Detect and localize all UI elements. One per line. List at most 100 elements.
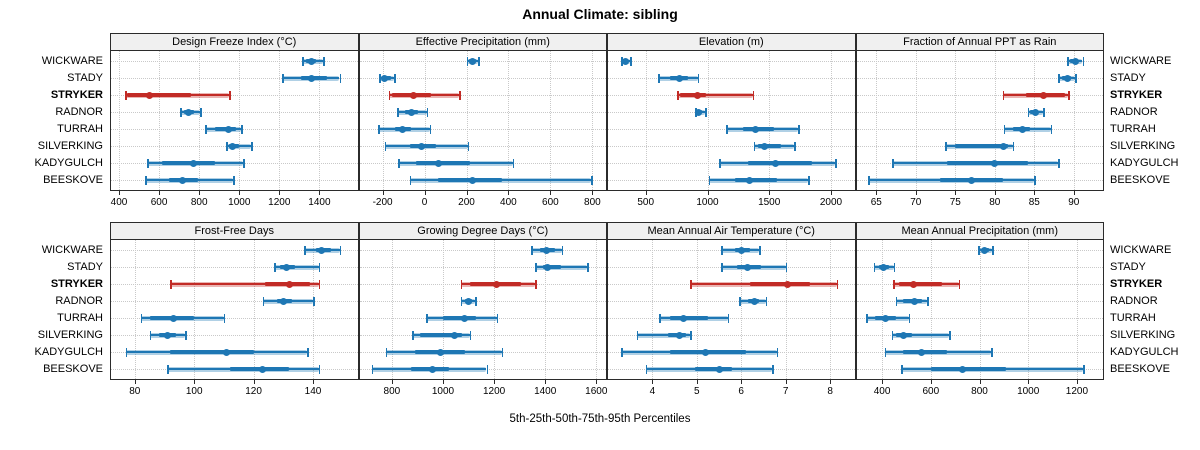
whisker-cap: [467, 141, 470, 151]
median-dot: [991, 159, 999, 167]
panel-strip: Frost-Free Days: [110, 222, 359, 240]
median-dot: [675, 331, 683, 339]
gridline-horizontal: [608, 335, 855, 336]
whisker-cap: [690, 279, 692, 289]
axis-tick: [550, 191, 552, 195]
whisker-cap: [426, 313, 428, 323]
panel: Growing Degree Days (°C) 800 1000 1200 1400 1…: [358, 222, 607, 407]
whisker-cap: [185, 330, 187, 340]
whisker-cap: [469, 330, 472, 340]
whisker-cap: [561, 245, 564, 255]
site-label: KADYGULCH: [34, 157, 103, 169]
gridline-horizontal: [856, 78, 1103, 79]
panel-plot: [358, 239, 607, 380]
axis-tick-label: 800: [190, 197, 208, 208]
whisker-cap: [147, 158, 149, 168]
median-dot: [285, 280, 293, 288]
whisker-cap: [836, 279, 839, 289]
gridline-horizontal: [359, 301, 606, 302]
gridline-vertical: [707, 51, 709, 190]
median-dot: [493, 280, 501, 288]
axis-tick-label: 800: [971, 386, 988, 397]
axis-tick: [596, 380, 598, 384]
whisker-cap: [759, 245, 761, 255]
whisker-cap: [1067, 56, 1069, 66]
axis-tick: [994, 191, 996, 195]
gridline-horizontal: [608, 146, 855, 147]
whisker-cap: [426, 107, 429, 117]
whisker-cap: [223, 313, 226, 323]
whisker-line: [170, 283, 319, 285]
site-label: TURRAH: [57, 312, 103, 324]
whisker-cap: [621, 347, 623, 357]
gridline-horizontal: [856, 318, 1103, 319]
whisker-line: [891, 334, 949, 336]
whisker-cap: [591, 175, 593, 185]
whisker-cap: [645, 364, 648, 374]
gridline-vertical: [831, 51, 832, 190]
axis-tick: [592, 191, 594, 195]
gridline-horizontal: [856, 112, 1103, 113]
axis-tick: [785, 380, 787, 384]
panel-strip: Design Freeze Index (°C): [110, 33, 359, 51]
iqr-segment-25-75: [542, 265, 561, 269]
gridline-horizontal: [856, 284, 1103, 285]
whisker-cap: [1043, 107, 1045, 117]
axis-tick: [882, 380, 884, 384]
whisker-cap: [318, 364, 321, 374]
median-dot: [715, 365, 723, 373]
median-dot: [1039, 91, 1047, 99]
median-dot: [163, 331, 171, 339]
whisker-cap: [884, 347, 887, 357]
whisker-cap: [908, 313, 911, 323]
axis-tick: [696, 380, 698, 384]
site-label: STRYKER: [1110, 89, 1163, 101]
whisker-cap: [318, 262, 321, 272]
median-dot: [746, 176, 753, 184]
iqr-segment-25-75: [162, 161, 216, 165]
whisker-cap: [893, 262, 896, 272]
panel-strip: Mean Annual Precipitation (mm): [855, 222, 1104, 240]
site-label: TURRAH: [1110, 312, 1156, 324]
median-dot: [1031, 108, 1039, 116]
whisker-cap: [307, 347, 309, 357]
gridline-vertical: [769, 51, 771, 190]
site-label: STRYKER: [50, 278, 103, 290]
gridline-vertical: [915, 51, 917, 190]
axis-tick: [424, 191, 426, 195]
whisker-cap: [475, 296, 477, 306]
whisker-cap: [1082, 56, 1085, 66]
gridline-vertical: [994, 51, 996, 190]
site-label: STADY: [1110, 72, 1146, 84]
site-label: STADY: [67, 261, 103, 273]
panel-plot: [110, 50, 359, 191]
axis-tick-label: 1200: [1065, 386, 1089, 397]
whisker-cap: [868, 175, 870, 185]
whisker-cap: [587, 262, 589, 272]
whisker-cap: [891, 330, 894, 340]
site-label: RADNOR: [55, 106, 103, 118]
gridline-vertical: [239, 51, 241, 190]
median-dot: [451, 331, 458, 339]
gridline-vertical: [785, 240, 787, 379]
whisker-cap: [274, 262, 276, 272]
whisker-cap: [677, 90, 679, 100]
iqr-segment-25-75: [750, 282, 811, 286]
whisker-cap: [1050, 124, 1053, 134]
whisker-cap: [1075, 73, 1077, 83]
whisker-cap: [892, 158, 894, 168]
median-dot: [417, 142, 425, 150]
axis-tick: [876, 191, 878, 195]
gridline-vertical: [424, 51, 426, 190]
iqr-segment-25-75: [416, 161, 470, 165]
axis-tick-label: 85: [1028, 197, 1040, 208]
axis-tick-label: 1200: [268, 197, 291, 208]
gridline-vertical: [645, 51, 647, 190]
gridline-horizontal: [111, 78, 358, 79]
gridline-horizontal: [856, 61, 1103, 62]
median-dot: [307, 57, 315, 65]
gridline-vertical: [1028, 240, 1030, 379]
gridline-vertical: [652, 240, 654, 379]
gridline-horizontal: [359, 267, 606, 268]
